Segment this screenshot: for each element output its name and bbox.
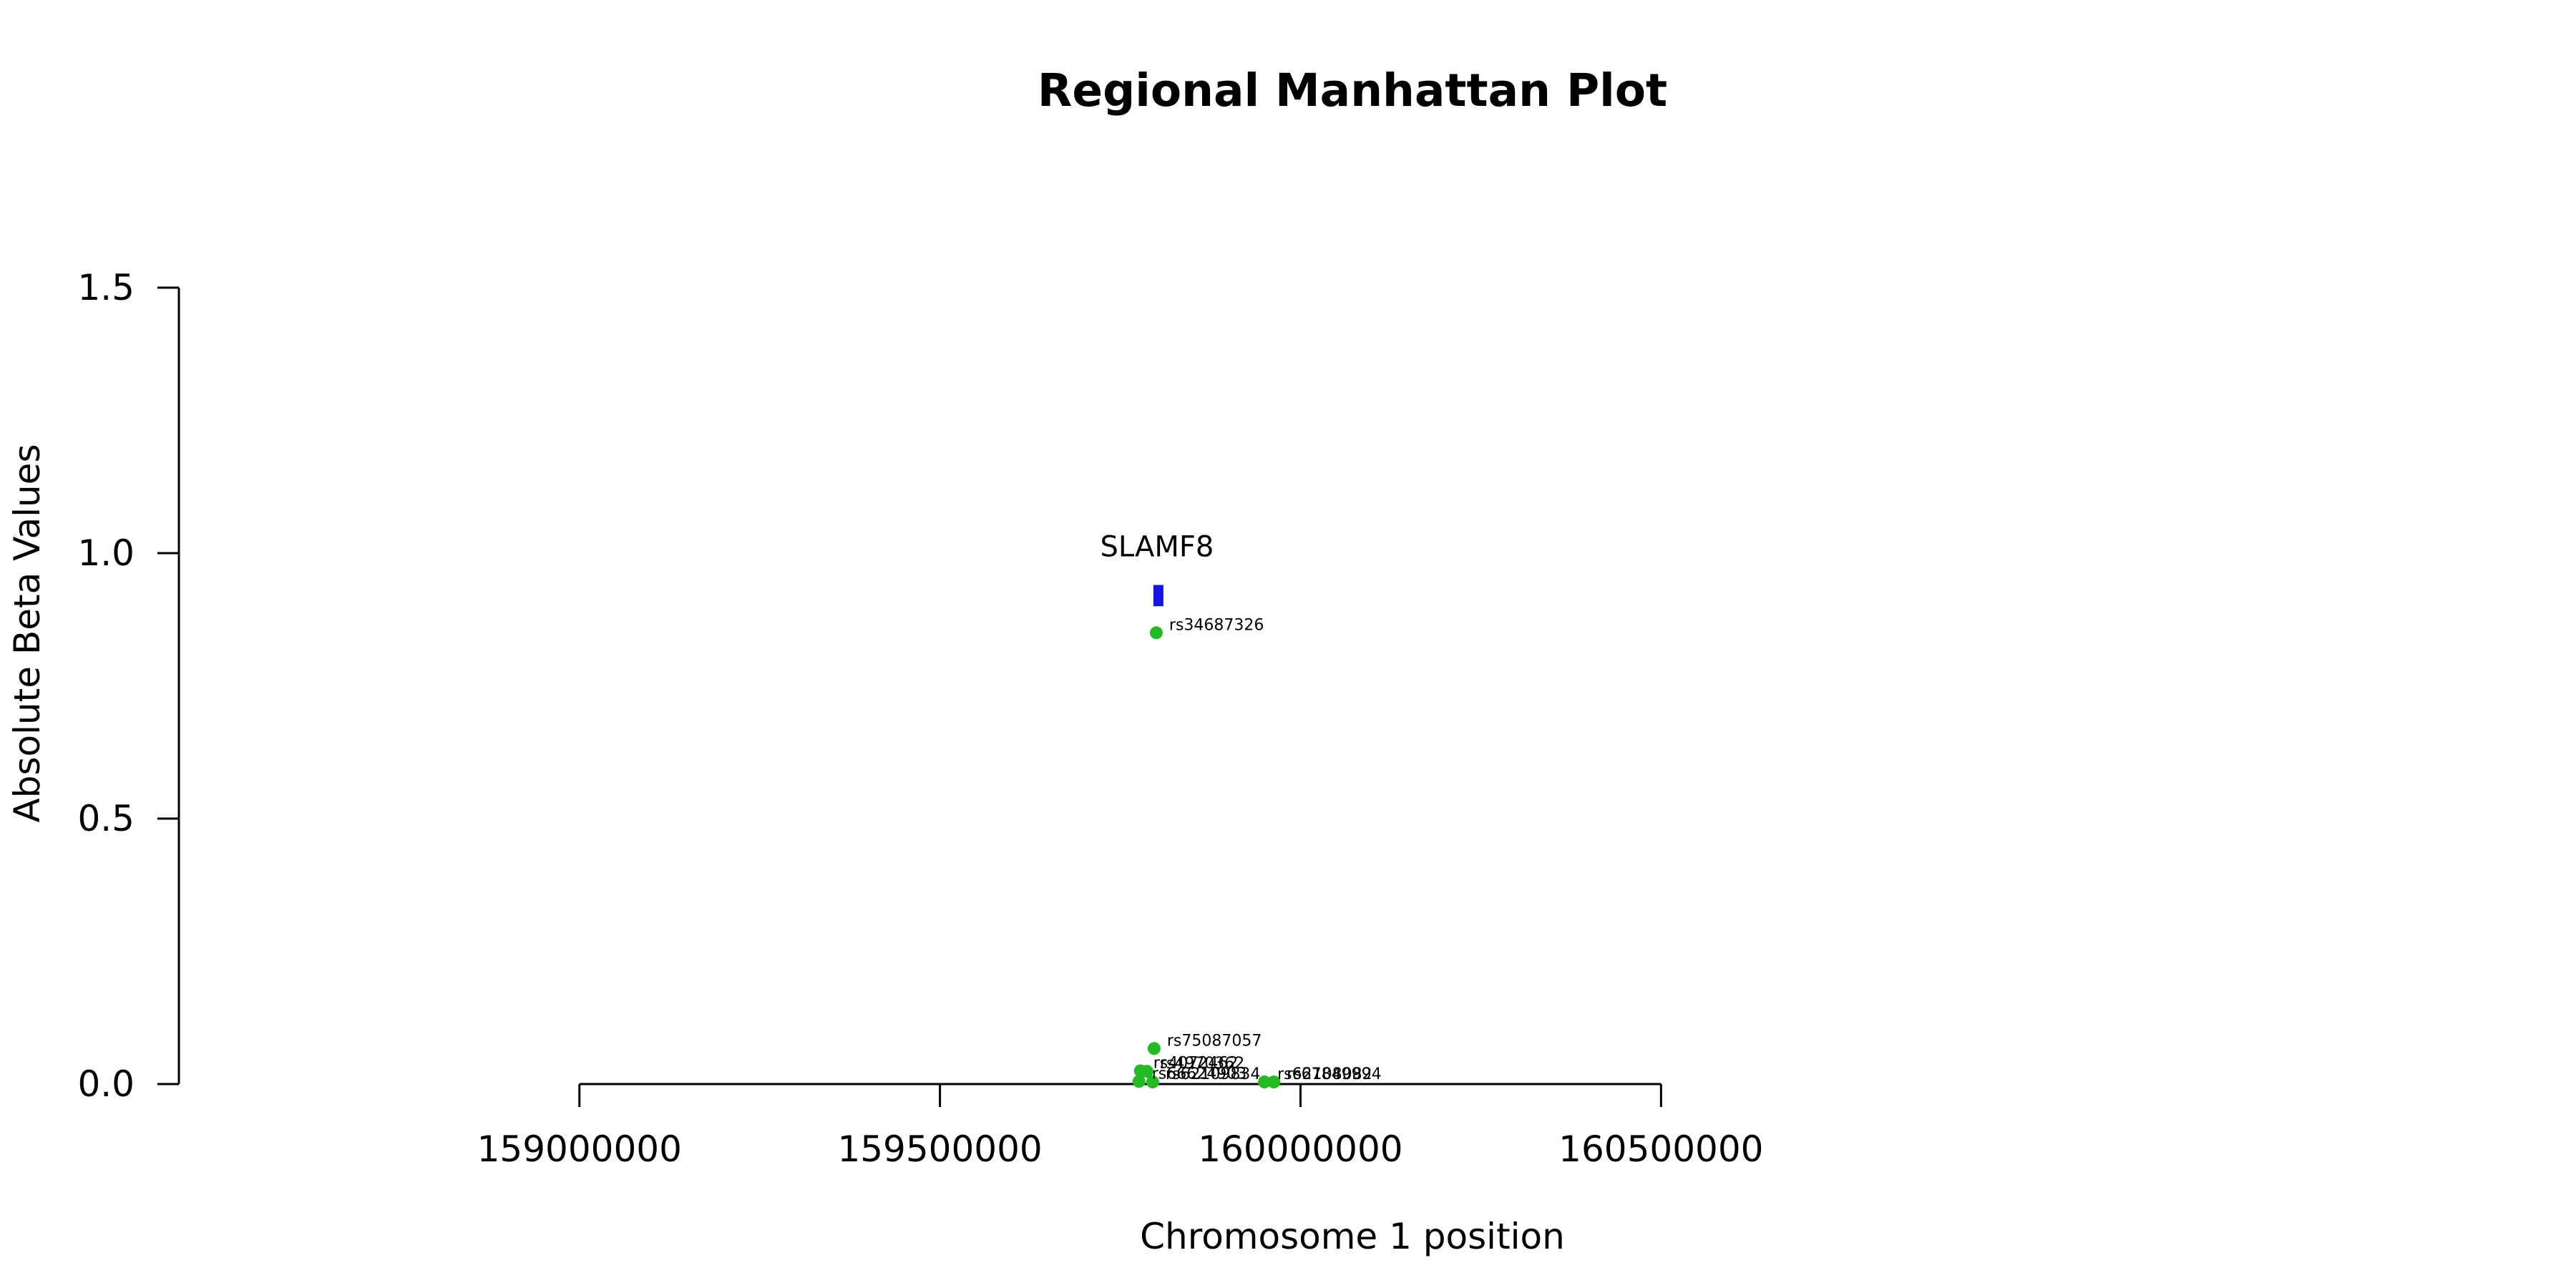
snp-point [1140,1065,1153,1078]
snp-label: rs34687326 [1169,616,1264,634]
snp-labels: rs34687326rs75087057rs4072462rs4970362rs… [1152,616,1382,1083]
snp-point [1147,1042,1161,1055]
axes [177,288,1662,1085]
y-tick-label: 1.5 [77,267,135,308]
snp-label: rs4072462 [1153,1054,1239,1072]
snp-label: rs75087057 [1167,1032,1262,1050]
x-tick-label: 160000000 [1198,1128,1402,1170]
snp-label: rs62108082 [1277,1065,1372,1083]
snp-label: rs66624903 [1152,1065,1246,1083]
snp-point [1258,1075,1272,1089]
gene-track: SLAMF8 [1100,531,1214,607]
x-axis-label: Chromosome 1 position [1140,1216,1565,1257]
gene-label: SLAMF8 [1100,531,1214,564]
snp-label: rs67849994 [1287,1065,1381,1083]
y-tick-label: 0.0 [77,1063,135,1105]
y-tick-label: 0.5 [77,798,135,839]
snp-point [1149,626,1163,640]
y-ticks: 0.0 0.5 1.0 1.5 [77,267,179,1105]
snp-points [1132,626,1281,1089]
x-ticks: 159000000 159500000 160000000 160500000 [477,1084,1763,1170]
gene-box [1153,585,1163,607]
x-tick-label: 160500000 [1558,1128,1763,1170]
y-tick-label: 1.0 [77,532,135,574]
snp-point [1146,1075,1159,1089]
snp-label: rs4970362 [1160,1055,1245,1073]
x-tick-label: 159000000 [477,1128,682,1170]
snp-point [1267,1075,1281,1089]
y-axis-label: Absolute Beta Values [6,444,48,823]
x-tick-label: 159500000 [837,1128,1042,1170]
snp-point [1132,1075,1146,1088]
snp-label: rs62109834 [1166,1065,1260,1083]
chart-title: Regional Manhattan Plot [1038,64,1667,117]
